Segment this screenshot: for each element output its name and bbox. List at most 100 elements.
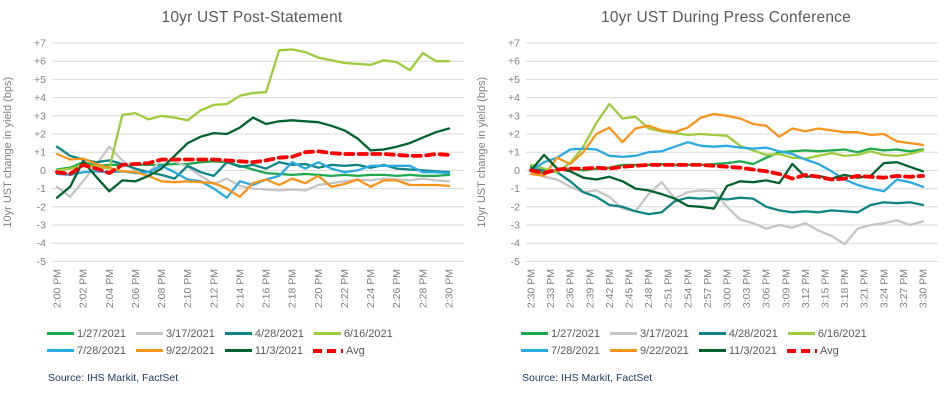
legend-label: 6/16/2021 — [343, 327, 393, 340]
x-tick-label: 3:27 PM — [898, 269, 910, 308]
legend-label: 11/3/2021 — [728, 344, 777, 357]
x-tick-label: 2:24 PM — [365, 269, 377, 308]
legend-row: 1/27/2021 3/17/2021 4/28/2021 6/16/2021 — [521, 325, 877, 342]
x-tick-label: 2:30 PM — [444, 269, 456, 308]
x-tick-label: 3:15 PM — [820, 269, 832, 308]
y-axis-tick-labels: +7 +6 +5 +4 +3 +2 +1 0 -1 -2 -3 -4 -5 — [34, 38, 46, 268]
series-line-1-3-17-2021 — [55, 145, 451, 198]
legend-label: 1/27/2021 — [77, 327, 126, 340]
x-tick-label: 2:42 PM — [604, 269, 616, 308]
legend-line-swatch — [135, 349, 163, 352]
legend-item-Avg: Avg — [787, 345, 839, 357]
legend-item-1-27-2021: 1/27/2021 — [47, 328, 126, 340]
chart-plot-post-statement: +7 +6 +5 +4 +3 +2 +1 0 -1 -2 -3 -4 -5 10yr UST change… — [0, 29, 474, 313]
y-tick-label: 0 — [514, 165, 520, 177]
legend-label: 11/3/2021 — [254, 344, 303, 357]
x-axis-tick-labels: 2:00 PM 2:02 PM 2:04 PM 2:06 PM 2:08 PM 2:10 … — [52, 269, 456, 308]
legend-row: 7/28/2021 9/22/2021 11/3/2021 Avg — [47, 342, 375, 359]
legend-line-swatch — [609, 349, 637, 352]
x-tick-label: 2:36 PM — [565, 269, 577, 308]
chart-legend-press-conference: 1/27/2021 3/17/2021 4/28/2021 6/16/2021 7/28… — [474, 325, 948, 359]
y-tick-label: 0 — [40, 165, 46, 177]
series-line-7-Avg — [529, 162, 925, 182]
legend-item-6-16-2021: 6/16/2021 — [787, 327, 867, 340]
y-tick-label: +2 — [34, 129, 46, 141]
x-tick-label: 2:39 PM — [584, 269, 596, 308]
legend-item-7-28-2021: 7/28/2021 — [521, 345, 600, 357]
legend-item-11-3-2021: 11/3/2021 — [224, 344, 303, 357]
legend-label: 9/22/2021 — [639, 344, 689, 357]
x-tick-label: 3:00 PM — [722, 269, 734, 308]
legend-label: 1/27/2021 — [551, 327, 600, 340]
legend-item-Avg: Avg — [313, 345, 365, 357]
legend-item-4-28-2021: 4/28/2021 — [698, 328, 778, 340]
series-line-3-6-16-2021 — [55, 48, 451, 172]
y-tick-label: +5 — [508, 74, 520, 86]
x-tick-label: 3:21 PM — [859, 269, 871, 308]
y-axis-title: 10yr UST change in yield (bps) — [476, 77, 488, 228]
gridlines — [52, 42, 464, 262]
x-tick-label: 2:57 PM — [702, 269, 714, 308]
line-chart-post-statement: +7 +6 +5 +4 +3 +2 +1 0 -1 -2 -3 -4 -5 10yr UST change… — [2, 38, 464, 308]
series-line-3-6-16-2021 — [529, 102, 925, 174]
legend-item-1-27-2021: 1/27/2021 — [521, 328, 600, 340]
y-tick-label: +6 — [508, 56, 520, 68]
legend-line-swatch — [698, 332, 726, 335]
x-tick-label: 2:12 PM — [208, 269, 220, 308]
legend-label: 6/16/2021 — [817, 327, 867, 340]
chart-title-press-conference: 10yr UST During Press Conference — [601, 9, 851, 26]
legend-line-swatch — [698, 349, 726, 352]
legend-item-3-17-2021: 3/17/2021 — [135, 327, 215, 340]
x-tick-label: 3:12 PM — [800, 269, 812, 308]
legend-line-swatch — [47, 332, 74, 335]
y-tick-label: -1 — [37, 183, 46, 195]
y-tick-label: +4 — [34, 92, 46, 104]
y-tick-label: +3 — [508, 110, 520, 122]
x-tick-label: 2:16 PM — [261, 269, 273, 308]
y-axis-tick-labels: +7 +6 +5 +4 +3 +2 +1 0 -1 -2 -3 -4 -5 — [508, 38, 520, 268]
series-line-2-4-28-2021 — [529, 167, 925, 216]
legend-label: 3/17/2021 — [639, 327, 689, 340]
x-tick-label: 2:26 PM — [391, 269, 403, 308]
y-tick-label: -4 — [511, 238, 520, 250]
legend-item-6-16-2021: 6/16/2021 — [313, 327, 393, 340]
x-tick-label: 3:18 PM — [839, 269, 851, 308]
legend-line-swatch — [313, 332, 341, 335]
y-tick-label: +5 — [34, 74, 46, 86]
legend-item-3-17-2021: 3/17/2021 — [609, 327, 689, 340]
x-tick-label: 2:04 PM — [104, 269, 116, 308]
x-tick-label: 2:10 PM — [182, 269, 194, 308]
legend-row: 7/28/2021 9/22/2021 11/3/2021 Avg — [521, 342, 849, 359]
legend-item-11-3-2021: 11/3/2021 — [698, 344, 777, 357]
x-tick-label: 2:06 PM — [130, 269, 142, 308]
series-line-7-Avg — [55, 149, 451, 176]
x-tick-label: 2:22 PM — [339, 269, 351, 308]
x-tick-label: 2:33 PM — [545, 269, 557, 308]
legend-label: 4/28/2021 — [254, 327, 304, 340]
legend-line-swatch — [135, 332, 163, 335]
legend-label: 9/22/2021 — [165, 344, 215, 357]
x-tick-label: 2:54 PM — [682, 269, 694, 308]
x-tick-label: 2:20 PM — [313, 269, 325, 308]
x-axis-tick-labels: 2:30 PM 2:33 PM 2:36 PM 2:39 PM 2:42 PM 2:45 … — [526, 269, 930, 308]
y-tick-label: -4 — [37, 238, 46, 250]
chart-legend-post-statement: 1/27/2021 3/17/2021 4/28/2021 6/16/2021 7/28… — [0, 325, 474, 359]
y-tick-label: -3 — [511, 220, 520, 232]
x-tick-label: 3:30 PM — [918, 269, 930, 308]
legend-item-4-28-2021: 4/28/2021 — [224, 327, 304, 340]
x-tick-label: 2:28 PM — [417, 269, 429, 308]
y-tick-label: -2 — [37, 201, 46, 213]
legend-line-swatch — [787, 348, 817, 353]
chart-panel-post-statement: 10yr UST Post-Statement +7 +6 +5 +4 +3 +2 +1 0 -… — [0, 9, 474, 384]
legend-label: Avg — [820, 344, 839, 357]
y-tick-label: +3 — [34, 110, 46, 122]
legend-line-swatch — [609, 332, 637, 335]
x-tick-label: 2:30 PM — [526, 269, 538, 308]
y-tick-label: +7 — [508, 38, 520, 50]
legend-label: 3/17/2021 — [165, 327, 215, 340]
x-tick-label: 3:09 PM — [780, 269, 792, 308]
x-tick-label: 3:06 PM — [761, 269, 773, 308]
y-tick-label: -3 — [37, 220, 46, 232]
legend-item-9-22-2021: 9/22/2021 — [609, 344, 689, 357]
